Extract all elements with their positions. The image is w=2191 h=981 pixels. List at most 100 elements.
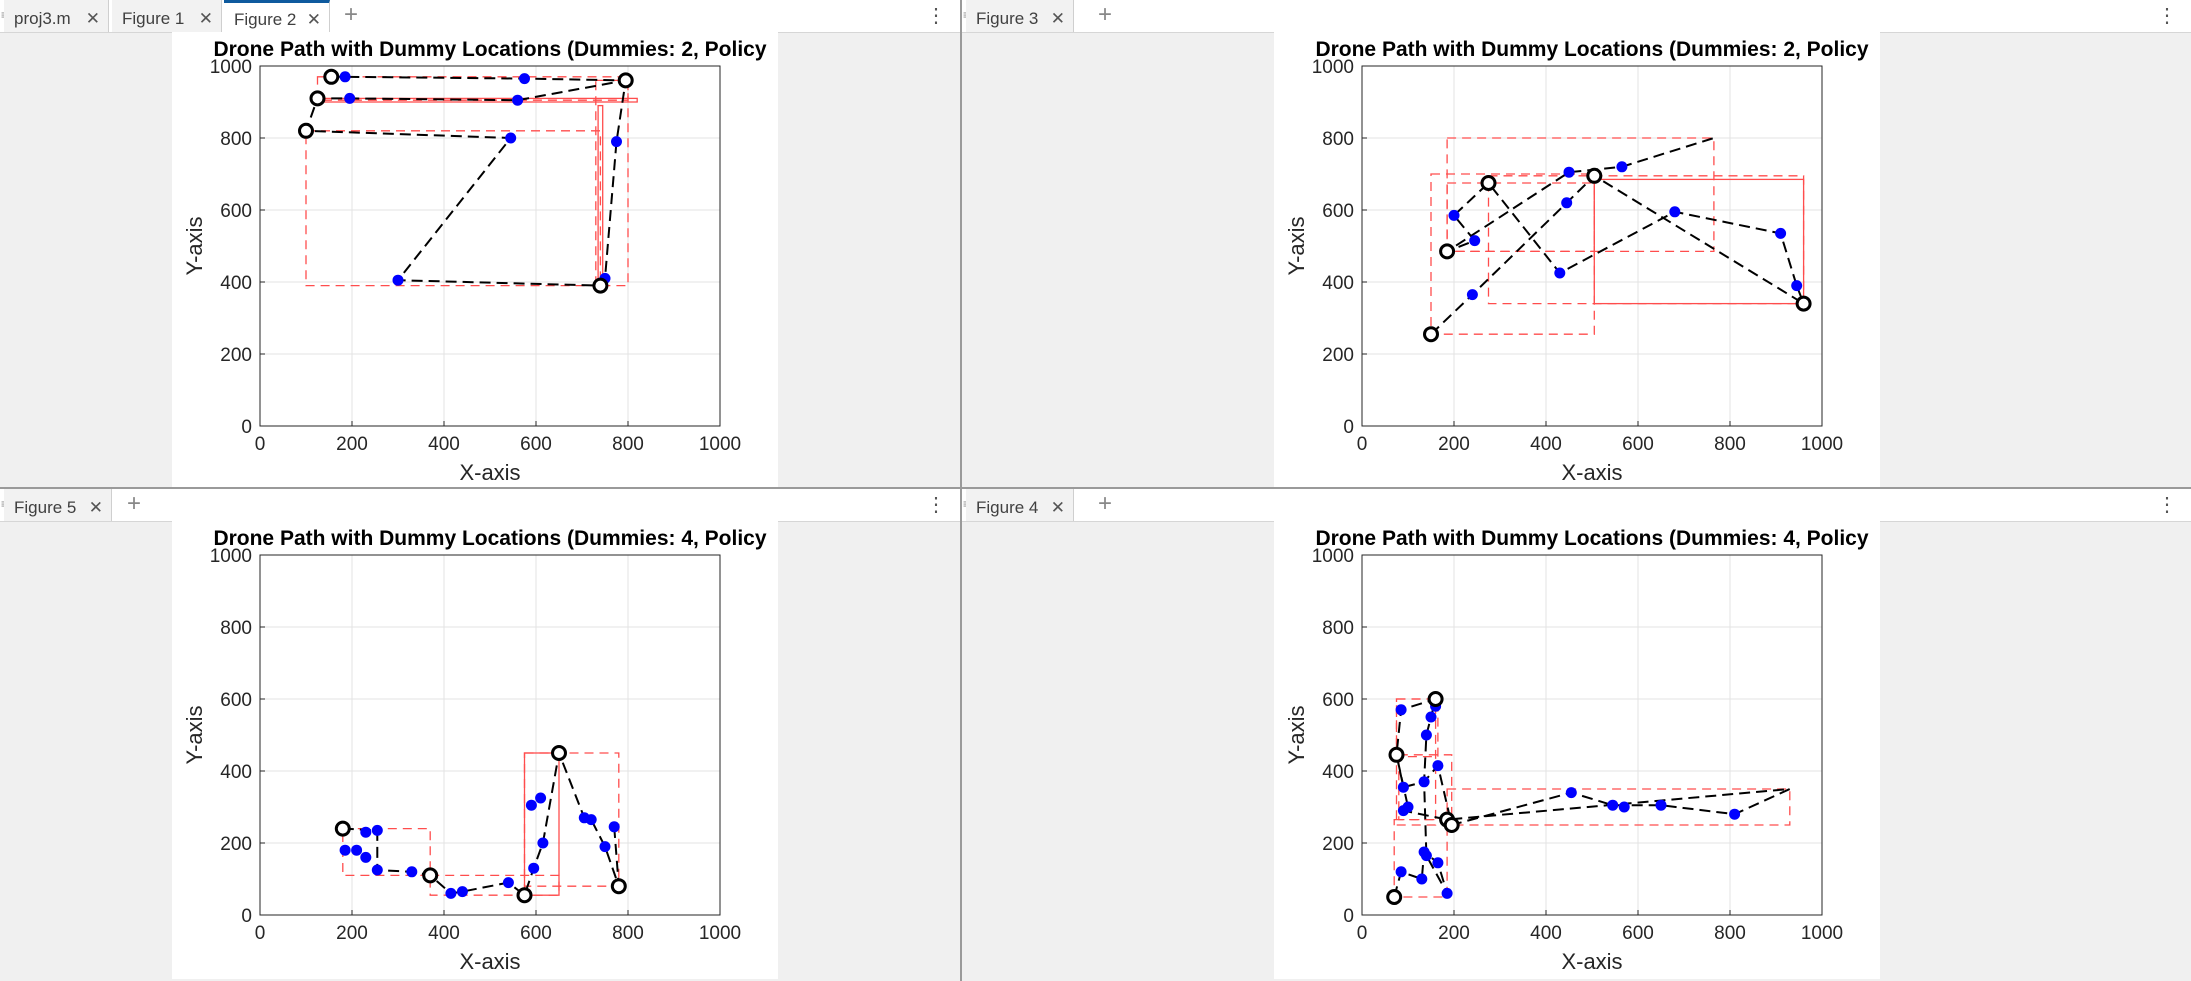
tab-bar: ≡ Figure 3 ✕ + ⋮ <box>962 0 2191 33</box>
x-tick-label: 200 <box>336 434 368 455</box>
region-box <box>1593 178 1805 305</box>
close-icon[interactable]: ✕ <box>198 9 213 28</box>
figure-canvas: 0 0 200 200 400 400 600 600 800 800 1000 1000 X-axis… <box>1274 521 1880 979</box>
dummy-point <box>512 94 524 106</box>
real-location-marker <box>1388 746 1405 763</box>
plus-icon[interactable]: + <box>1098 1 1113 28</box>
y-tick-label: 200 <box>220 834 252 855</box>
dummy-point <box>608 821 620 833</box>
axes-frame <box>259 65 721 427</box>
tab-label: Figure 4 <box>976 498 1039 517</box>
x-tick-label: 0 <box>1357 434 1368 455</box>
region-box <box>523 752 560 896</box>
x-tick-label: 200 <box>336 923 368 944</box>
dummy-point <box>519 73 530 85</box>
y-tick-label: 400 <box>1322 762 1354 783</box>
figure-canvas: 0 0 200 200 400 400 600 600 800 800 1000 1000 X-axis… <box>172 32 778 487</box>
dummy-point <box>1418 776 1430 788</box>
x-tick-label: 600 <box>1622 923 1654 944</box>
x-axis-label: X-axis <box>459 949 520 974</box>
kebab-menu-icon[interactable]: ⋮ <box>2157 5 2177 27</box>
dummy-point <box>1607 799 1619 811</box>
dummy-point <box>537 837 549 849</box>
dummy-point <box>1655 799 1667 811</box>
chart-figure-3: 00 200 200 400 400 600 600 800 800 1000 1000 X-axis… <box>1284 38 1869 485</box>
real-location-marker <box>610 878 627 895</box>
region-box <box>1446 788 1791 826</box>
x-tick-label: 0 <box>255 434 266 455</box>
tab-figure-5[interactable]: Figure 5 ✕ <box>4 489 112 521</box>
dummy-point <box>1420 850 1432 862</box>
y-tick-label: 0 <box>1343 906 1354 927</box>
dummy-point <box>502 877 514 889</box>
dummy-point <box>1432 760 1444 772</box>
dummy-point <box>1402 801 1414 813</box>
dummy-point <box>456 886 468 898</box>
x-tick-label: 600 <box>1622 434 1654 455</box>
tab-figure-1[interactable]: Figure 1 ✕ <box>112 0 222 32</box>
close-icon[interactable]: ✕ <box>1050 9 1065 28</box>
real-location-marker <box>1443 817 1460 833</box>
figure-canvas: 0 0 200 200 400 400 600 600 800 800 1000 1000 X-axis… <box>1274 32 1880 487</box>
tab-figure-4[interactable]: Figure 4 ✕ <box>966 489 1074 521</box>
figure-canvas: 0 0 200 200 400 400 600 600 800 800 1000 1000 X-axis… <box>172 521 778 979</box>
y-axis-label: Y-axis <box>1284 216 1309 275</box>
drone-path-line <box>342 749 620 897</box>
tab-figure-2[interactable]: Figure 2 ✕ <box>224 0 330 32</box>
y-tick-label: 1000 <box>1312 57 1354 78</box>
y-tick-label: 200 <box>1322 345 1354 366</box>
kebab-menu-icon[interactable]: ⋮ <box>2157 494 2177 516</box>
plus-icon[interactable]: + <box>127 490 142 517</box>
drone-path-line <box>304 75 627 287</box>
dummy-point <box>371 824 383 836</box>
plus-icon[interactable]: + <box>1098 490 1113 517</box>
dummy-point <box>1669 206 1681 218</box>
tab-figure-3[interactable]: Figure 3 ✕ <box>966 0 1074 32</box>
real-location-marker <box>1795 295 1812 312</box>
dummy-point <box>505 132 517 144</box>
chart-figure-4: 00 200 200 400 400 600 600 800 800 1000 1000 X-axis… <box>1284 527 1869 974</box>
kebab-menu-icon[interactable]: ⋮ <box>926 5 946 27</box>
plot-area <box>260 66 720 426</box>
y-tick-label: 600 <box>1322 690 1354 711</box>
close-icon[interactable]: ✕ <box>1050 498 1065 517</box>
tab-proj3-m[interactable]: proj3.m ✕ <box>4 0 109 32</box>
dummy-point <box>599 841 611 853</box>
y-tick-label: 1000 <box>210 546 252 567</box>
split-divider-horizontal[interactable] <box>0 487 2191 489</box>
close-icon[interactable]: ✕ <box>306 10 321 29</box>
x-tick-label: 400 <box>428 923 460 944</box>
x-tick-label: 1000 <box>699 434 741 455</box>
close-icon[interactable]: ✕ <box>85 9 100 28</box>
y-tick-label: 0 <box>241 906 252 927</box>
kebab-menu-icon[interactable]: ⋮ <box>926 494 946 516</box>
chart-title: Drone Path with Dummy Locations (Dummies… <box>1315 38 1868 61</box>
region-box <box>1395 698 1439 758</box>
x-tick-label: 800 <box>1714 434 1746 455</box>
pane-bottom-left: ≡ Figure 5 ✕ + ⋮ 00 200 200 400 400 600 600 800… <box>0 489 960 981</box>
real-location-marker <box>334 820 351 837</box>
dummy-point <box>1775 227 1787 239</box>
close-icon[interactable]: ✕ <box>88 498 103 517</box>
plus-icon[interactable]: + <box>344 1 359 28</box>
drone-path-line <box>1393 697 1791 898</box>
tab-label: Figure 5 <box>14 498 77 517</box>
y-tick-label: 400 <box>220 762 252 783</box>
split-divider-vertical[interactable] <box>960 0 962 981</box>
tab-bar: ≡ Figure 5 ✕ + ⋮ <box>0 489 960 522</box>
dummy-point <box>1420 729 1432 741</box>
tab-label: proj3.m <box>14 9 71 28</box>
dummy-point <box>351 844 363 856</box>
tab-bar: ≡ proj3.m ✕ Figure 1 ✕ Figure 2 ✕ + ⋮ <box>0 0 960 33</box>
chart-title: Drone Path with Dummy Locations (Dummies… <box>1315 527 1868 550</box>
real-location-marker <box>1423 326 1439 343</box>
plot-area <box>1362 66 1822 426</box>
region-box <box>1393 818 1448 898</box>
dummy-point <box>1395 866 1407 878</box>
x-tick-label: 0 <box>255 923 266 944</box>
y-tick-label: 800 <box>220 618 252 639</box>
x-tick-label: 0 <box>1357 923 1368 944</box>
axes-frame <box>1361 554 1823 916</box>
pane-bottom-right: ≡ Figure 4 ✕ + ⋮ 00 200 200 400 400 600 600 800… <box>962 489 2191 981</box>
x-tick-label: 200 <box>1438 434 1470 455</box>
